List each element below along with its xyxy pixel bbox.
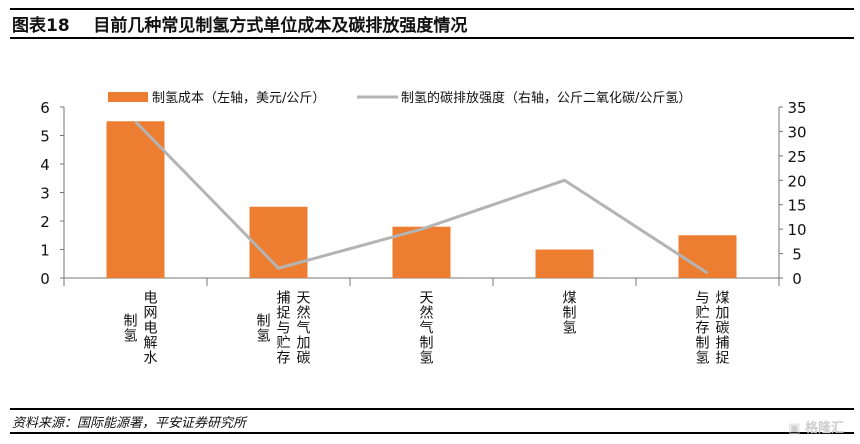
source-top-rule <box>10 408 854 410</box>
right-tick-label: 25 <box>787 148 806 166</box>
category-label-column: 捕捉与贮存 <box>274 290 291 365</box>
right-tick-label: 0 <box>792 270 802 288</box>
right-tick-label: 35 <box>787 99 806 117</box>
right-tick-label: 15 <box>787 197 806 215</box>
left-tick-label: 4 <box>40 156 50 174</box>
source-note: 资料来源：国际能源署，平安证券研究所 <box>12 416 247 431</box>
category-label: 煤加碳捕捉 与贮存制氢 <box>693 290 731 365</box>
category-label-column: 煤加碳捕捉 <box>713 290 730 365</box>
left-tick-label: 1 <box>40 242 50 260</box>
bar-3 <box>535 249 594 278</box>
left-tick-label: 0 <box>40 270 50 288</box>
right-tick-label: 20 <box>787 172 806 190</box>
right-tick-label: 30 <box>787 123 806 141</box>
title-top-rule <box>10 8 854 10</box>
category-label: 天然气加碳 捕捉与贮存 制氢 <box>254 290 312 365</box>
category-label: 煤制氢 <box>560 290 578 335</box>
legend-swatch-cost <box>108 92 148 102</box>
category-label-column: 与贮存制氢 <box>693 290 710 365</box>
legend-label-cost: 制氢成本（左轴，美元/公斤） <box>152 91 325 106</box>
category-label: 天然气制氢 <box>417 290 435 365</box>
right-tick-label: 5 <box>792 246 802 264</box>
category-label-column: 制氢 <box>121 312 138 343</box>
category-label-column: 煤制氢 <box>560 290 577 335</box>
category-label-column: 电网电解水 <box>141 290 158 365</box>
watermark-logo: ▣ 格隆汇 <box>788 421 844 436</box>
right-tick-label: 10 <box>787 221 806 239</box>
left-tick-label: 2 <box>40 213 50 231</box>
title-bottom-rule <box>10 37 854 39</box>
left-tick-label: 5 <box>40 128 50 146</box>
category-label-column: 制氢 <box>254 312 271 343</box>
bar-4 <box>678 235 737 278</box>
category-label-column: 天然气制氢 <box>417 290 434 365</box>
chart-title: 图表18 目前几种常见制氢方式单位成本及碳排放强度情况 <box>12 16 468 36</box>
category-label-column: 天然气加碳 <box>294 290 311 365</box>
bar-0 <box>106 121 165 278</box>
source-bottom-rule <box>10 432 854 434</box>
left-tick-label: 3 <box>40 185 50 203</box>
category-label: 电网电解水 制氢 <box>121 290 159 365</box>
legend-label-emission: 制氢的碳排放强度（右轴，公斤二氧化碳/公斤氢） <box>401 90 691 106</box>
left-tick-label: 6 <box>40 99 50 117</box>
